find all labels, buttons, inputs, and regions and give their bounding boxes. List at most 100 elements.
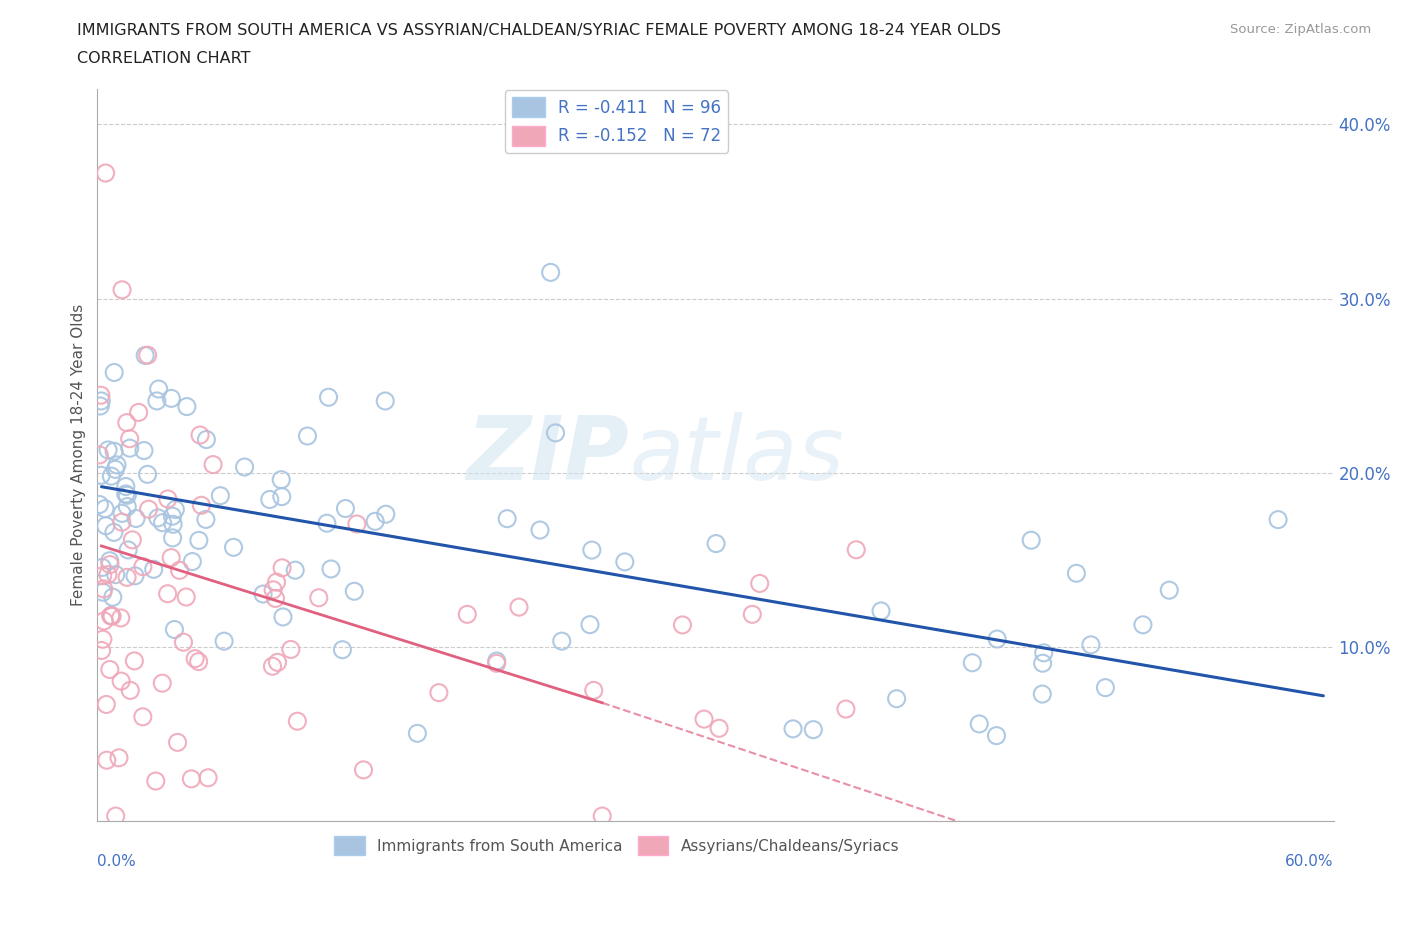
Point <box>1267 512 1289 527</box>
Point <box>98 557 121 572</box>
Point <box>145 774 167 789</box>
Point <box>128 405 150 419</box>
Point <box>316 516 339 531</box>
Point <box>212 633 235 648</box>
Point <box>544 425 567 440</box>
Point <box>704 536 727 551</box>
Point <box>406 726 429 741</box>
Point <box>613 554 636 569</box>
Point <box>100 469 122 484</box>
Point <box>90 468 112 483</box>
Point <box>332 643 354 658</box>
Point <box>181 554 204 569</box>
Point <box>148 381 170 396</box>
Point <box>115 415 138 430</box>
Point <box>707 721 730 736</box>
Point <box>108 751 131 765</box>
Point <box>110 610 132 625</box>
Point <box>100 608 122 623</box>
Point <box>581 543 603 558</box>
Point <box>94 518 117 533</box>
Point <box>111 283 134 298</box>
Point <box>579 618 602 632</box>
Point <box>967 716 990 731</box>
Point <box>364 514 387 529</box>
Point <box>374 393 396 408</box>
Point <box>266 655 288 670</box>
Text: CORRELATION CHART: CORRELATION CHART <box>77 51 250 66</box>
Point <box>117 488 139 503</box>
Point <box>172 635 194 650</box>
Point <box>103 444 125 458</box>
Point <box>111 506 134 521</box>
Point <box>197 770 219 785</box>
Point <box>160 551 183 565</box>
Point <box>262 582 284 597</box>
Point <box>271 609 294 624</box>
Point <box>176 399 198 414</box>
Point <box>166 735 188 750</box>
Point <box>93 581 115 596</box>
Point <box>163 622 186 637</box>
Point <box>98 662 121 677</box>
Point <box>266 575 288 590</box>
Point <box>103 525 125 539</box>
Point <box>136 348 159 363</box>
Point <box>150 676 173 691</box>
Point <box>194 512 217 527</box>
Point <box>319 562 342 577</box>
Point <box>748 576 770 591</box>
Point <box>117 499 139 514</box>
Point <box>118 441 141 456</box>
Point <box>209 488 232 503</box>
Point <box>187 533 209 548</box>
Text: 60.0%: 60.0% <box>1285 855 1334 870</box>
Point <box>540 265 562 280</box>
Point <box>138 502 160 517</box>
Point <box>146 393 169 408</box>
Point <box>886 691 908 706</box>
Point <box>94 501 117 516</box>
Point <box>485 654 508 669</box>
Point <box>96 752 118 767</box>
Y-axis label: Female Poverty Among 18-24 Year Olds: Female Poverty Among 18-24 Year Olds <box>72 304 86 606</box>
Point <box>335 501 357 516</box>
Point <box>262 658 284 673</box>
Point <box>90 643 112 658</box>
Point <box>132 559 155 574</box>
Point <box>97 443 120 458</box>
Point <box>90 393 112 408</box>
Point <box>91 585 114 600</box>
Point <box>195 432 218 447</box>
Point <box>582 683 605 698</box>
Point <box>1094 680 1116 695</box>
Point <box>456 607 478 622</box>
Point <box>89 399 111 414</box>
Point <box>101 590 124 604</box>
Point <box>156 586 179 601</box>
Point <box>124 568 146 583</box>
Point <box>986 728 1008 743</box>
Point <box>125 512 148 526</box>
Point <box>284 563 307 578</box>
Point <box>346 516 368 531</box>
Point <box>287 714 309 729</box>
Point <box>271 561 294 576</box>
Point <box>188 428 211 443</box>
Point <box>101 609 124 624</box>
Point <box>184 651 207 666</box>
Text: atlas: atlas <box>628 412 844 498</box>
Point <box>264 591 287 605</box>
Point <box>174 590 197 604</box>
Point <box>103 365 125 380</box>
Point <box>962 656 984 671</box>
Point <box>1132 618 1154 632</box>
Point <box>190 498 212 512</box>
Point <box>591 808 613 823</box>
Point <box>117 542 139 557</box>
Point <box>121 532 143 547</box>
Point <box>142 562 165 577</box>
Point <box>91 560 114 575</box>
Point <box>1159 583 1181 598</box>
Point <box>671 618 693 632</box>
